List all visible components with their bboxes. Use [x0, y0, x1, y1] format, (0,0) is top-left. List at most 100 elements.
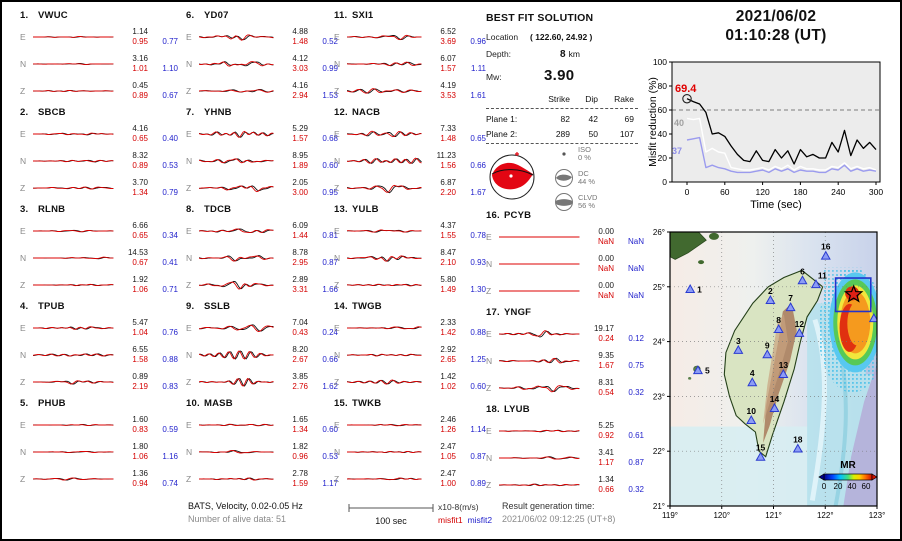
- map-lat-tick: 26°: [653, 228, 665, 237]
- depth-unit: km: [568, 49, 580, 59]
- component-label: E: [186, 419, 192, 430]
- map-lat-tick: 25°: [653, 283, 665, 292]
- misfit1-value: 2.20: [440, 187, 456, 197]
- station-code: NACB: [352, 107, 381, 118]
- station-block-PHUB: 5. PHUB E 1.60 0.83 0.59 N 1.80 1.06 1.16 Z 1.36 0.9…: [20, 396, 184, 493]
- component-row: Z 2.05 3.00 0.95: [186, 174, 338, 201]
- waveform-plot: [347, 245, 423, 271]
- component-label: Z: [20, 279, 26, 290]
- synthetic-trace: [33, 284, 113, 285]
- y-tick-label: 0: [662, 177, 667, 187]
- map-lat-tick: 24°: [653, 338, 665, 347]
- station-number: 18.: [486, 404, 500, 415]
- waveform-plot: [499, 278, 581, 304]
- colorbar-title: MR: [840, 460, 856, 471]
- component-row: N 8.47 2.10 0.93: [334, 244, 486, 271]
- dc-beachball-icon: [555, 169, 573, 187]
- misfit1-value: 1.34: [132, 187, 148, 197]
- component-label: E: [20, 322, 26, 333]
- peak-amplitude: 8.32: [132, 151, 148, 160]
- misfit1-value: 1.05: [440, 451, 456, 461]
- misfit2-value: 0.88: [470, 327, 486, 337]
- x-axis-label: Time (sec): [750, 199, 802, 211]
- misfit2-value: 0.32: [628, 484, 644, 494]
- synthetic-trace: [199, 34, 273, 39]
- station-block-SBCB: 2. SBCB E 4.16 0.65 0.40 N 8.32 0.89 0.53 Z 3.70 1.3…: [20, 105, 184, 202]
- scalebar-label: 100 sec: [375, 516, 407, 526]
- colorbar-tick: 60: [862, 482, 871, 491]
- annotation-37: 37: [672, 146, 682, 156]
- station-code: VWUC: [38, 10, 68, 21]
- misfit-legend: misfit1 misfit2: [438, 515, 492, 525]
- synthetic-trace: [347, 35, 421, 39]
- component-row: E 5.47 1.04 0.76: [20, 314, 184, 341]
- annotation-40: 40: [674, 118, 684, 128]
- best-fit-panel: BEST FIT SOLUTION Location ( 122.60, 24.…: [486, 12, 650, 214]
- station-triangle-16: [820, 250, 831, 260]
- component-label: E: [334, 322, 340, 333]
- colorbar-tick: 20: [834, 482, 843, 491]
- misfit2-value: 0.34: [162, 230, 178, 240]
- component-row: Z 5.80 1.49 1.30: [334, 271, 486, 298]
- result-generation-time: 2021/06/02 09:12:25 (UT+8): [502, 514, 616, 524]
- x-tick-label: 180: [793, 187, 807, 197]
- peak-amplitude: 3.70: [132, 178, 148, 187]
- misfit1-value: 1.58: [132, 354, 148, 364]
- misfit1-value: 2.67: [292, 354, 308, 364]
- misfit1-value: 1.89: [292, 160, 308, 170]
- peak-amplitude: 6.55: [132, 345, 148, 354]
- peak-amplitude: 4.16: [292, 81, 308, 90]
- station-triangle-14: [769, 402, 780, 412]
- location-value: ( 122.60, 24.92 ): [530, 32, 593, 42]
- component-label: E: [186, 225, 192, 236]
- misfit1-value: 0.66: [598, 484, 614, 494]
- component-label: N: [186, 349, 193, 360]
- station-triangle-10: [746, 414, 757, 425]
- misfit2-value: 0.89: [470, 478, 486, 488]
- misfit2-value: 0.76: [162, 327, 178, 337]
- misfit2-value: 0.75: [628, 360, 644, 370]
- misfit2-value: 0.40: [162, 133, 178, 143]
- station-block-MASB: 10. MASB E 1.65 1.34 0.60 N 1.82 0.96 0.53 Z 2.78 1.…: [186, 396, 338, 493]
- synthetic-trace: [347, 62, 421, 66]
- misfit1-value: 1.06: [132, 284, 148, 294]
- misfit1-value: 3.69: [440, 36, 456, 46]
- data-description: BATS, Velocity, 0.02-0.05 Hz: [188, 501, 303, 511]
- synthetic-trace: [199, 351, 273, 359]
- misfit1-value: 1.34: [292, 424, 308, 434]
- misfit1-value: 1.56: [440, 160, 456, 170]
- component-row: E 1.65 1.34 0.60: [186, 411, 338, 438]
- component-row: E 7.33 1.48 0.65: [334, 120, 486, 147]
- component-row: E 1.60 0.83 0.59: [20, 411, 184, 438]
- component-row: Z 4.16 2.94 1.53: [186, 77, 338, 104]
- misfit2-value: 0.87: [628, 457, 644, 467]
- component-label: Z: [334, 85, 340, 96]
- component-label: E: [20, 128, 26, 139]
- waveform-plot: [33, 51, 115, 77]
- peak-amplitude: 6.66: [132, 221, 148, 230]
- misfit1-value: 1.57: [292, 133, 308, 143]
- peak-amplitude: 1.42: [440, 372, 456, 381]
- waveform-plot: [347, 78, 423, 104]
- component-label: Z: [334, 279, 340, 290]
- plane-1-row: Plane 1: 82 42 69: [486, 113, 634, 124]
- waveform-plot: [199, 245, 275, 271]
- waveform-plot: [33, 272, 115, 298]
- waveform-plot: [199, 466, 275, 492]
- map-lon-tick: 123°: [869, 511, 886, 520]
- mw-label: Mw:: [486, 72, 502, 82]
- waveform-plot: [199, 342, 275, 368]
- component-row: N 2.92 2.65 1.25: [334, 341, 486, 368]
- synthetic-trace: [347, 230, 421, 232]
- iso-item: ISO 0 %: [554, 142, 597, 166]
- component-row: N 14.53 0.67 0.41: [20, 244, 184, 271]
- station-code: PCYB: [504, 210, 532, 221]
- waveform-plot: [33, 24, 115, 50]
- station-code: YULB: [352, 204, 379, 215]
- event-time: 01:10:28 (UT): [725, 27, 827, 44]
- x-tick-label: 300: [869, 187, 883, 197]
- misfit2-value: 0.83: [162, 381, 178, 391]
- component-label: E: [486, 328, 492, 339]
- station-number: 10.: [186, 398, 200, 409]
